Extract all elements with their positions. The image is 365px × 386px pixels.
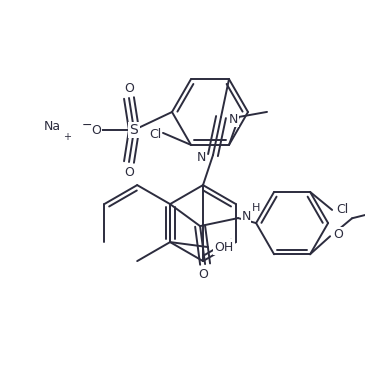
Text: +: + [63,132,71,142]
Text: N: N [196,151,206,164]
Text: H: H [252,203,260,213]
Text: S: S [130,123,138,137]
Text: O: O [124,81,134,95]
Text: O: O [91,124,101,137]
Text: −: − [82,119,92,132]
Text: N: N [228,113,238,125]
Text: OH: OH [215,240,234,254]
Text: O: O [124,166,134,178]
Text: Cl: Cl [149,129,161,141]
Text: Cl: Cl [336,203,348,217]
Text: N: N [241,210,251,223]
Text: O: O [333,228,343,241]
Text: O: O [198,267,208,281]
Text: Na: Na [43,120,61,134]
